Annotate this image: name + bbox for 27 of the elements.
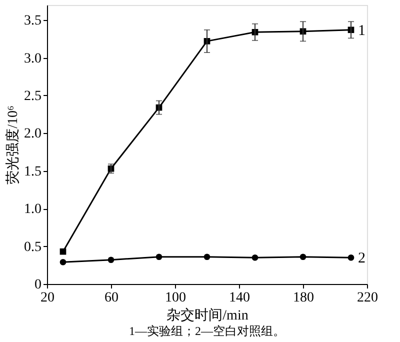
y-tick-label: 1.0 <box>24 202 42 218</box>
series-label: 2 <box>358 250 366 267</box>
y-tick-label: 3.5 <box>24 14 42 29</box>
x-tick-label: 100 <box>165 290 186 306</box>
point <box>204 254 210 260</box>
x-tick-label: 220 <box>357 290 378 306</box>
point <box>300 254 306 260</box>
x-tick-label: 60 <box>104 290 118 306</box>
text: 1—实验组；2—空白对照组。 <box>129 324 285 338</box>
y-axis-title: 荧光强度/10⁶ <box>5 106 21 184</box>
series-label: 1 <box>358 22 366 39</box>
x-tick-label: 180 <box>293 290 314 306</box>
point <box>60 248 66 255</box>
x-axis-title: 杂交时间/min <box>166 308 248 324</box>
point <box>156 254 162 260</box>
point <box>348 254 354 261</box>
point <box>252 254 258 261</box>
y-tick-label: 0 <box>34 278 42 292</box>
point <box>60 258 66 266</box>
y-tick-label: 2.5 <box>24 88 42 104</box>
x-tick-label: 20 <box>40 290 54 306</box>
y-tick-label: 1.5 <box>24 164 42 180</box>
y-tick-label: 0.5 <box>24 240 42 255</box>
y-tick-label: 2.0 <box>24 126 42 142</box>
x-tick-label: 140 <box>229 290 250 306</box>
point <box>108 256 114 264</box>
y-tick-label: 3.0 <box>24 51 42 66</box>
